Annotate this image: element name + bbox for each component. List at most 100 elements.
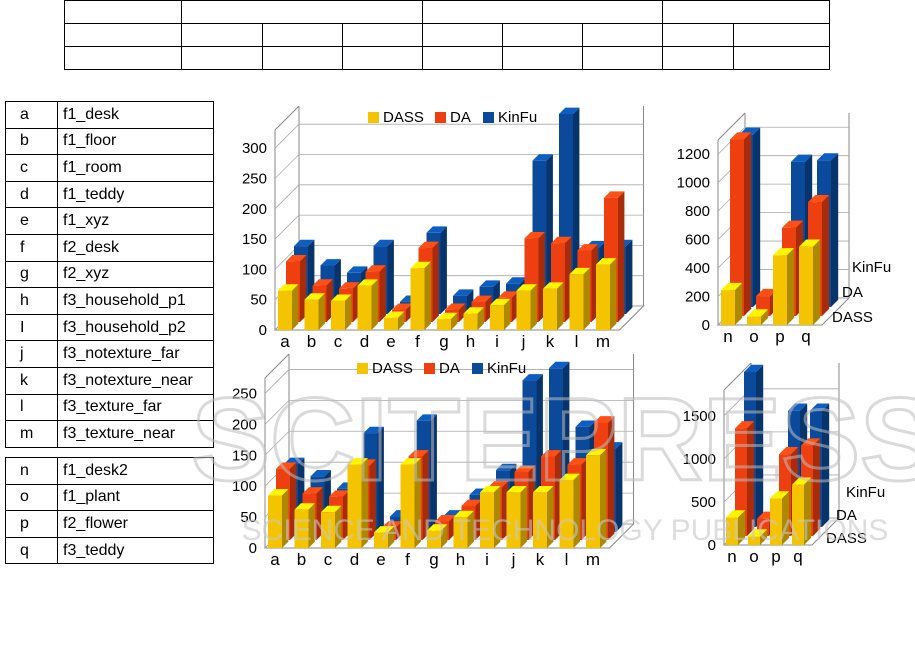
table-row: a f1_desk bbox=[5, 101, 214, 129]
gridline bbox=[274, 184, 300, 210]
x-tick-label: h bbox=[466, 332, 475, 351]
y-tick-label: 1000 bbox=[683, 451, 716, 468]
legend-value: f3_teddy bbox=[57, 536, 214, 565]
bar-side bbox=[813, 239, 821, 325]
bar-top bbox=[480, 485, 501, 493]
x-tick-label: f bbox=[405, 550, 410, 569]
legend-value: f1_plant bbox=[57, 483, 214, 512]
bar-side bbox=[292, 284, 299, 330]
bar-top bbox=[435, 515, 456, 522]
table-row: p f2_flower bbox=[5, 510, 214, 538]
bar-top bbox=[437, 312, 458, 320]
table-cell bbox=[582, 46, 663, 70]
bar bbox=[726, 510, 746, 545]
x-tick-label: n bbox=[727, 547, 736, 566]
table-cell bbox=[262, 46, 343, 70]
bar-side bbox=[388, 526, 395, 548]
bar bbox=[569, 267, 590, 330]
bar-top bbox=[533, 485, 554, 493]
bar-top bbox=[302, 487, 323, 494]
side-wall bbox=[717, 112, 746, 141]
bar-front bbox=[480, 492, 494, 548]
bar bbox=[735, 421, 755, 536]
bar-side bbox=[441, 524, 448, 548]
bar-top bbox=[788, 403, 808, 411]
bar-side bbox=[822, 403, 830, 527]
bar-front bbox=[799, 246, 813, 325]
bar-top bbox=[726, 510, 746, 518]
side-wall bbox=[274, 105, 300, 131]
bar-top bbox=[498, 291, 519, 298]
bar-side bbox=[308, 503, 315, 548]
bar-top bbox=[756, 288, 778, 297]
bar-top bbox=[461, 499, 482, 506]
bar-side bbox=[422, 450, 429, 540]
bar-top bbox=[320, 259, 341, 266]
bar-front bbox=[294, 509, 309, 548]
bar-front bbox=[427, 530, 441, 548]
x-tick-label: q bbox=[793, 547, 802, 566]
bar-side bbox=[377, 426, 384, 532]
x-tick-label: p bbox=[775, 327, 784, 346]
bar-side bbox=[504, 298, 511, 330]
y-tick-label: 1000 bbox=[677, 175, 710, 192]
x-tick-label: l bbox=[575, 332, 579, 351]
legend-swatch bbox=[368, 112, 379, 123]
bar-front bbox=[596, 264, 610, 330]
bar-top bbox=[418, 241, 439, 249]
bar-top bbox=[445, 303, 466, 310]
bar-side bbox=[600, 448, 607, 548]
y-tick-label: 150 bbox=[242, 231, 267, 248]
sequence-legend-table: a f1_desk b f1_floor c f1_room d f1_teddy e f1_xy… bbox=[5, 101, 214, 448]
bar-top bbox=[782, 220, 804, 228]
bar-top bbox=[268, 489, 289, 496]
legend-key: I bbox=[5, 313, 58, 342]
bar-side bbox=[430, 414, 437, 532]
bar-top bbox=[770, 491, 790, 499]
bar bbox=[294, 503, 315, 548]
y-tick-label: 0 bbox=[249, 540, 257, 557]
bar-top bbox=[543, 282, 564, 289]
x-tick-label: c bbox=[334, 332, 343, 351]
bar-front bbox=[304, 299, 319, 330]
bar bbox=[347, 458, 368, 548]
legend-value: f3_texture_near bbox=[57, 420, 214, 448]
bar-side bbox=[616, 442, 623, 532]
legend-swatch bbox=[424, 363, 435, 374]
legend-label: DA bbox=[439, 360, 460, 377]
bar-side bbox=[610, 258, 617, 330]
bar bbox=[321, 505, 342, 548]
bar-front bbox=[773, 255, 787, 325]
bar-front bbox=[410, 268, 425, 330]
x-tick-label: e bbox=[386, 332, 395, 351]
bar-side bbox=[379, 265, 386, 322]
bar-top bbox=[810, 403, 830, 411]
x-tick-label: k bbox=[546, 332, 555, 351]
bar-side bbox=[557, 282, 564, 330]
bar-top bbox=[791, 154, 813, 162]
y-tick-label: 300 bbox=[242, 140, 267, 157]
side-wall bbox=[723, 362, 752, 391]
bar bbox=[773, 248, 795, 325]
gridline bbox=[274, 154, 300, 179]
bar-top bbox=[496, 463, 517, 471]
bar bbox=[453, 510, 474, 548]
bar-side bbox=[467, 510, 474, 548]
bar-side bbox=[494, 485, 501, 548]
bar-front bbox=[347, 464, 362, 548]
sequence-legend-table-2: n f1_desk2 o f1_plant p f2_flower q f3_teddy bbox=[5, 457, 214, 565]
y-tick-label: 1200 bbox=[677, 146, 710, 163]
y-tick-label: 50 bbox=[250, 292, 267, 309]
bar-side bbox=[782, 491, 790, 545]
bar-top bbox=[522, 374, 543, 381]
bar-front bbox=[543, 288, 557, 330]
bar-top bbox=[575, 420, 596, 427]
legend-value: f2_flower bbox=[57, 510, 214, 538]
bar-top bbox=[312, 279, 333, 286]
legend-swatch bbox=[435, 112, 446, 123]
legend-key: b bbox=[5, 127, 58, 156]
bar-front bbox=[586, 455, 600, 548]
bar bbox=[304, 293, 325, 330]
y-tick-label: 50 bbox=[240, 509, 257, 526]
